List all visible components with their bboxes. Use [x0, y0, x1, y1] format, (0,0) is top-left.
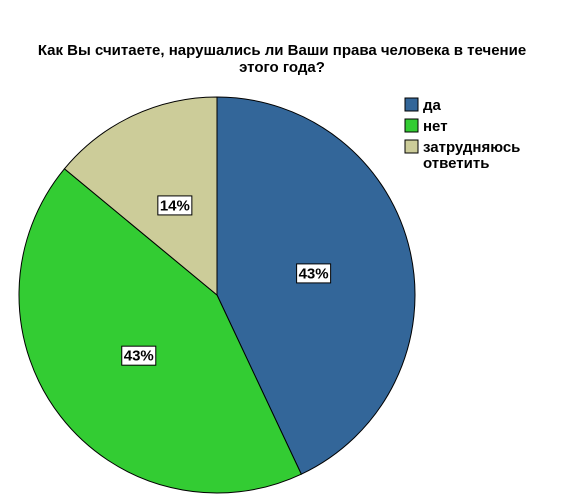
- data-label-box: [296, 263, 332, 284]
- legend-swatch: [404, 97, 419, 112]
- pie-data-labels: 43% 43% 14%: [121, 195, 332, 366]
- legend-label: нет: [423, 118, 448, 135]
- legend-item-1: да: [404, 97, 442, 114]
- data-label-text: 43%: [124, 348, 154, 365]
- legend-item-3: затрудняюсь ответить: [404, 139, 520, 172]
- pie-slice-2: [18, 168, 302, 494]
- chart-title: Как Вы считаете, нарушались ли Ваши прав…: [38, 42, 526, 76]
- legend-label: да: [423, 97, 442, 114]
- data-label-box: [157, 195, 193, 216]
- data-label-text: 14%: [160, 197, 190, 214]
- chart-title-line-1: Как Вы считаете, нарушались ли Ваши прав…: [38, 42, 526, 59]
- legend-label: затрудняюсь ответить: [423, 139, 520, 172]
- pie-slice-3: [63, 96, 218, 297]
- legend: да нет затрудняюсь ответить: [404, 97, 520, 172]
- pie-slices: [18, 96, 416, 494]
- data-label-text: 43%: [299, 265, 329, 282]
- chart-title-line-2: этого года?: [239, 59, 325, 76]
- pie-data-label-1: 43%: [296, 263, 332, 284]
- data-label-box: [121, 345, 157, 366]
- pie-slice-1: [216, 96, 416, 475]
- pie-data-label-2: 43%: [121, 345, 157, 366]
- legend-swatch: [404, 118, 419, 133]
- legend-swatch: [404, 139, 419, 154]
- pie-data-label-3: 14%: [157, 195, 193, 216]
- legend-item-2: нет: [404, 118, 448, 135]
